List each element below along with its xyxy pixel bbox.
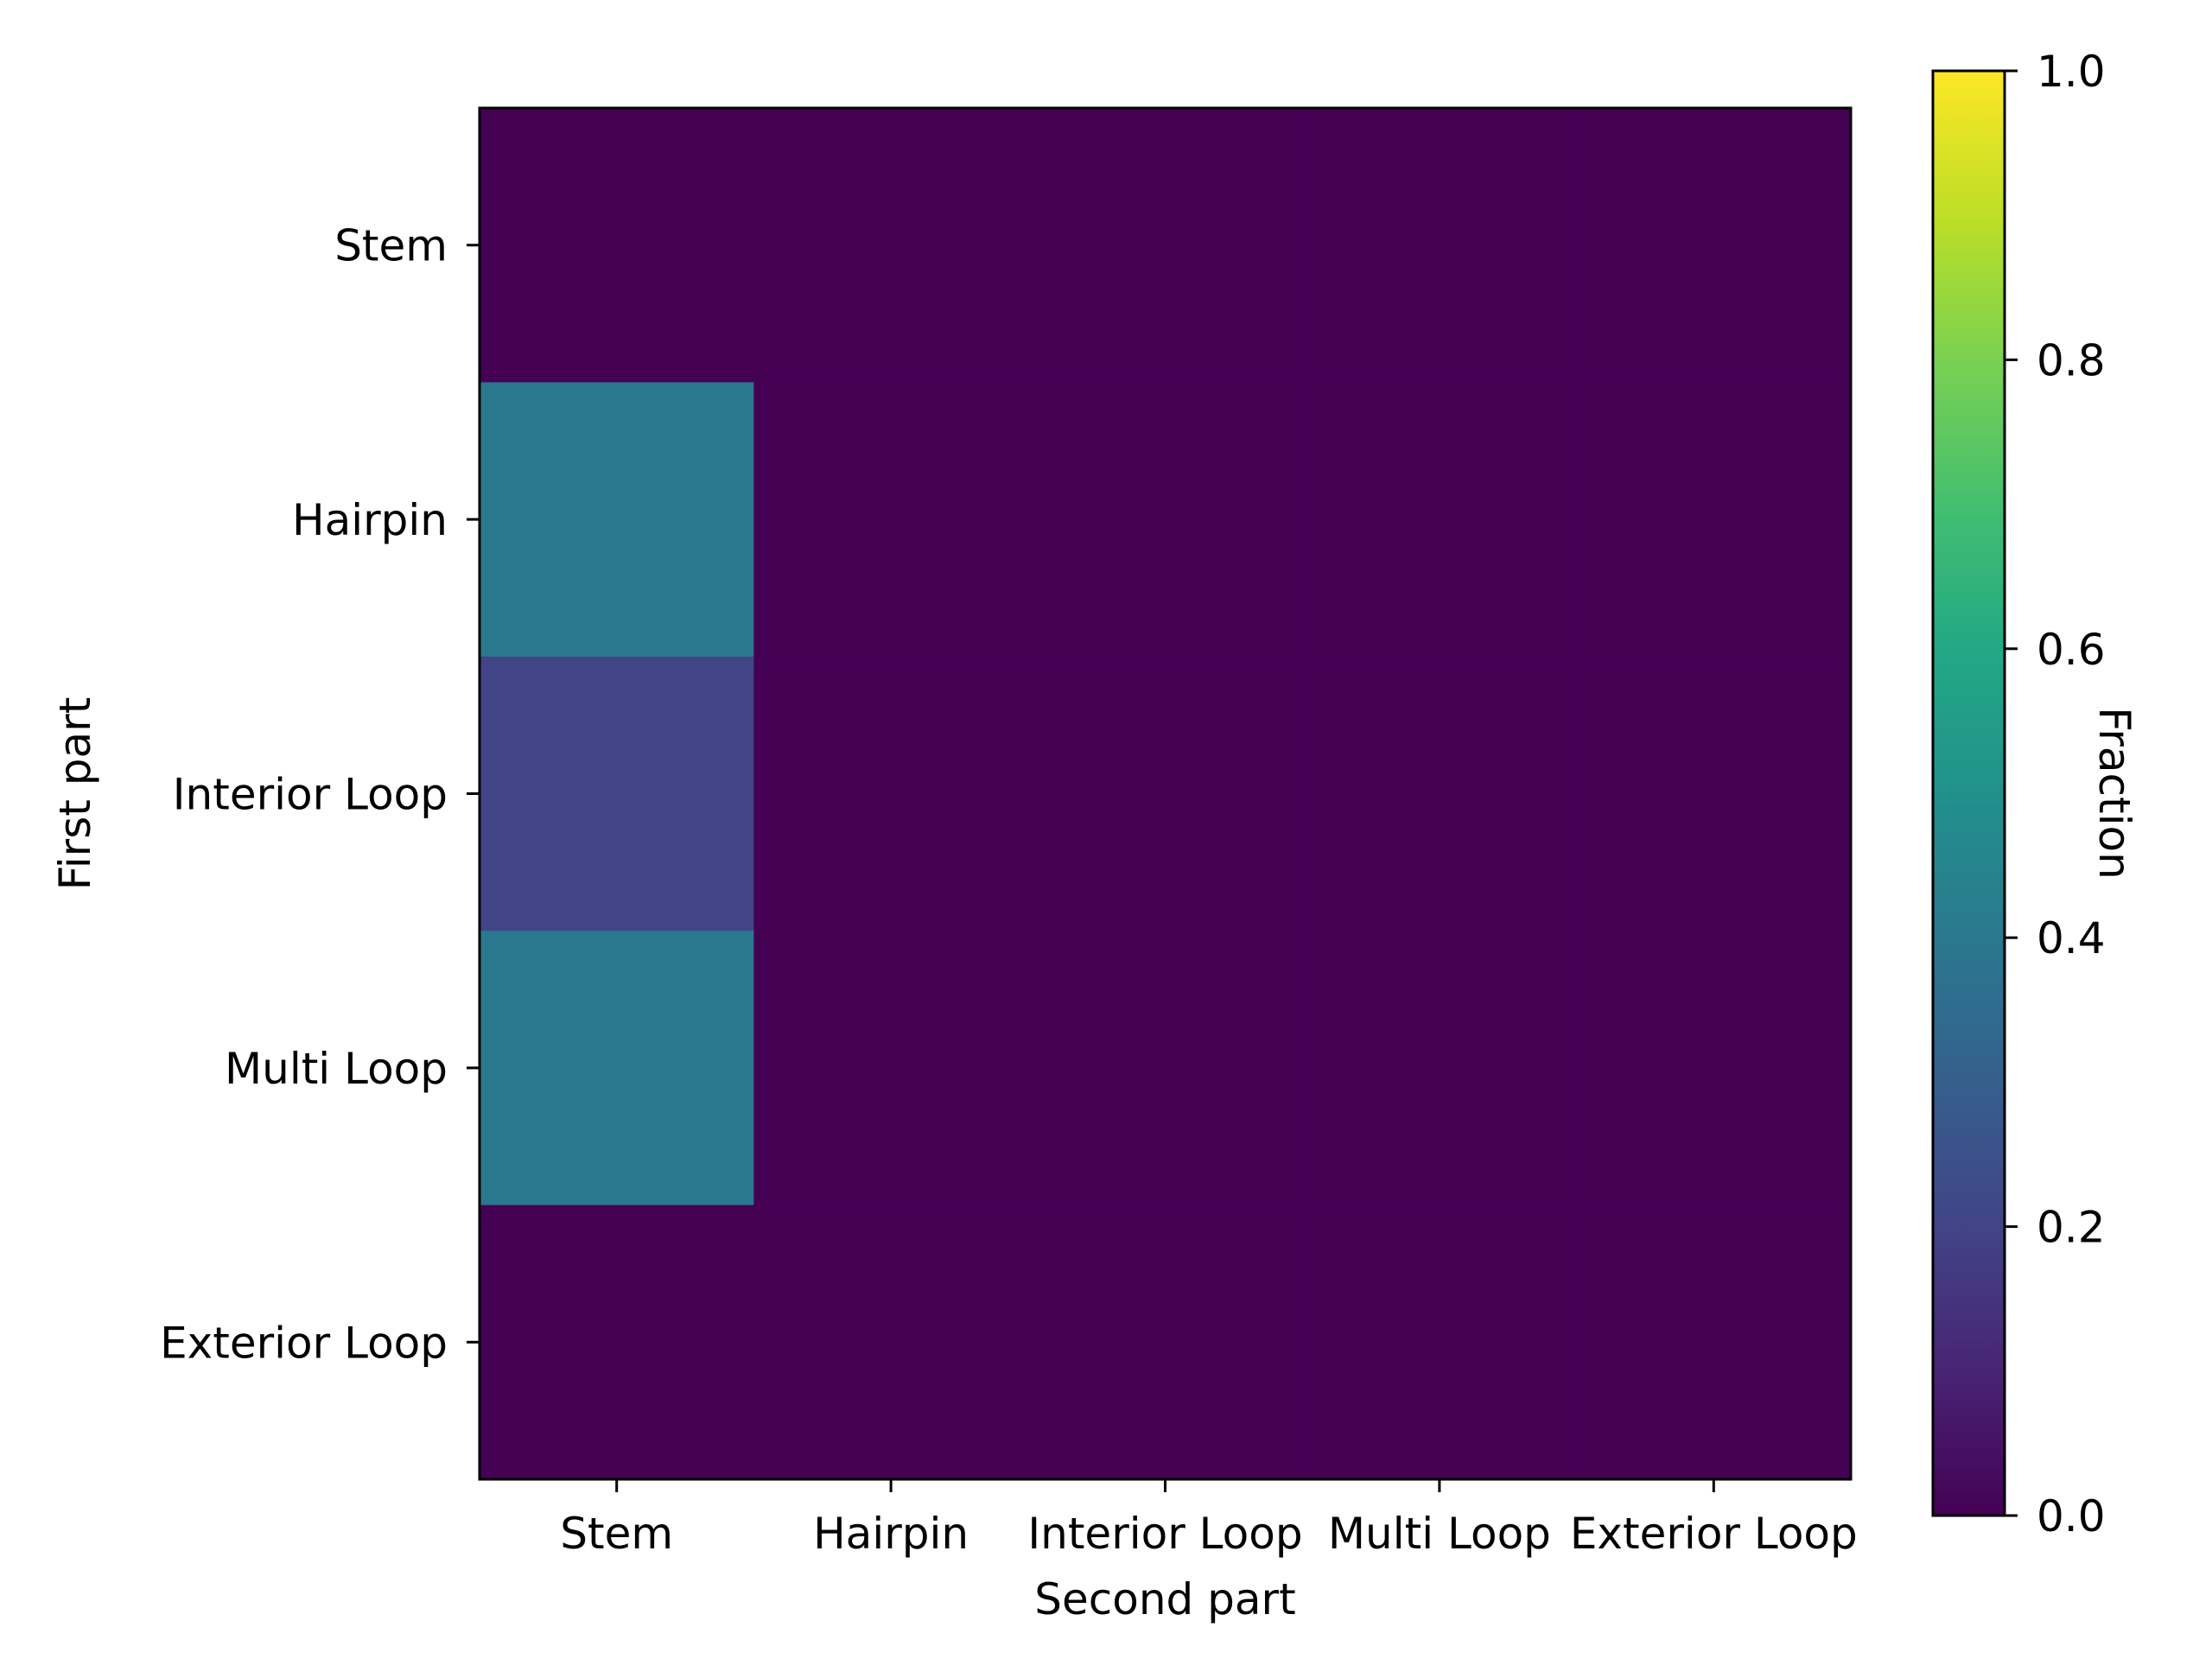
heatmap-cell xyxy=(1576,931,1852,1206)
colorbar-gradient xyxy=(1933,71,2005,1516)
y-axis: Stem Hairpin Interior Loop Multi Loop Exteri… xyxy=(160,221,480,1368)
y-tick-label: Stem xyxy=(334,221,448,271)
heatmap-cell xyxy=(1302,931,1578,1206)
y-tick-label: Hairpin xyxy=(292,495,448,545)
heatmap-cell xyxy=(753,931,1029,1206)
heatmap-cell xyxy=(1027,656,1303,931)
heatmap-cell xyxy=(753,656,1029,931)
x-tick-label: Hairpin xyxy=(813,1509,969,1559)
colorbar-tick-label: 0.2 xyxy=(2037,1203,2106,1253)
heatmap-cell xyxy=(1302,108,1578,383)
x-axis-title: Second part xyxy=(1034,1574,1295,1624)
x-tick-label: Interior Loop xyxy=(1027,1509,1302,1559)
x-tick-label: Exterior Loop xyxy=(1570,1509,1858,1559)
heatmap-cell xyxy=(1302,656,1578,931)
heatmap-cell xyxy=(480,1205,754,1480)
colorbar-tick-label: 0.8 xyxy=(2037,335,2106,385)
y-axis-title: First part xyxy=(50,697,100,891)
heatmap-cell xyxy=(480,382,754,658)
heatmap-cell xyxy=(1302,1205,1578,1480)
heatmap-cell xyxy=(1576,656,1852,931)
x-axis: Stem Hairpin Interior Loop Multi Loop Exteri… xyxy=(560,1479,1858,1559)
heatmap-cell xyxy=(480,656,754,931)
heatmap-cell xyxy=(1302,382,1578,658)
colorbar-tick-label: 0.6 xyxy=(2037,625,2106,675)
y-tick-label: Exterior Loop xyxy=(160,1318,448,1368)
heatmap-cell xyxy=(480,931,754,1206)
heatmap-cell xyxy=(1027,382,1303,658)
colorbar-tick-label: 0.4 xyxy=(2037,913,2106,963)
heatmap-cell xyxy=(753,382,1029,658)
colorbar-tick-label: 1.0 xyxy=(2037,47,2106,97)
colorbar-title: Fraction xyxy=(2089,707,2139,880)
heatmap-cell xyxy=(1576,382,1852,658)
heatmap-cell xyxy=(1576,108,1852,383)
y-tick-label: Interior Loop xyxy=(173,770,448,820)
colorbar-ticks: 0.0 0.2 0.4 0.6 0.8 1.0 xyxy=(2005,47,2106,1541)
heatmap-cell xyxy=(480,108,754,383)
y-tick-label: Multi Loop xyxy=(225,1044,448,1094)
heatmap-cell xyxy=(1027,108,1303,383)
x-tick-label: Stem xyxy=(560,1509,673,1559)
heatmap-cell xyxy=(753,1205,1029,1480)
heatmap-cells xyxy=(480,108,1852,1480)
colorbar: 0.0 0.2 0.4 0.6 0.8 1.0 Fraction xyxy=(1931,47,2139,1541)
colorbar-frame xyxy=(1931,69,2006,1517)
heatmap-cell xyxy=(1576,1205,1852,1480)
heatmap-cell xyxy=(1027,931,1303,1206)
heatmap-cell xyxy=(1027,1205,1303,1480)
x-tick-label: Multi Loop xyxy=(1328,1509,1551,1559)
heatmap-cell xyxy=(753,108,1029,383)
colorbar-tick-label: 0.0 xyxy=(2037,1491,2106,1541)
